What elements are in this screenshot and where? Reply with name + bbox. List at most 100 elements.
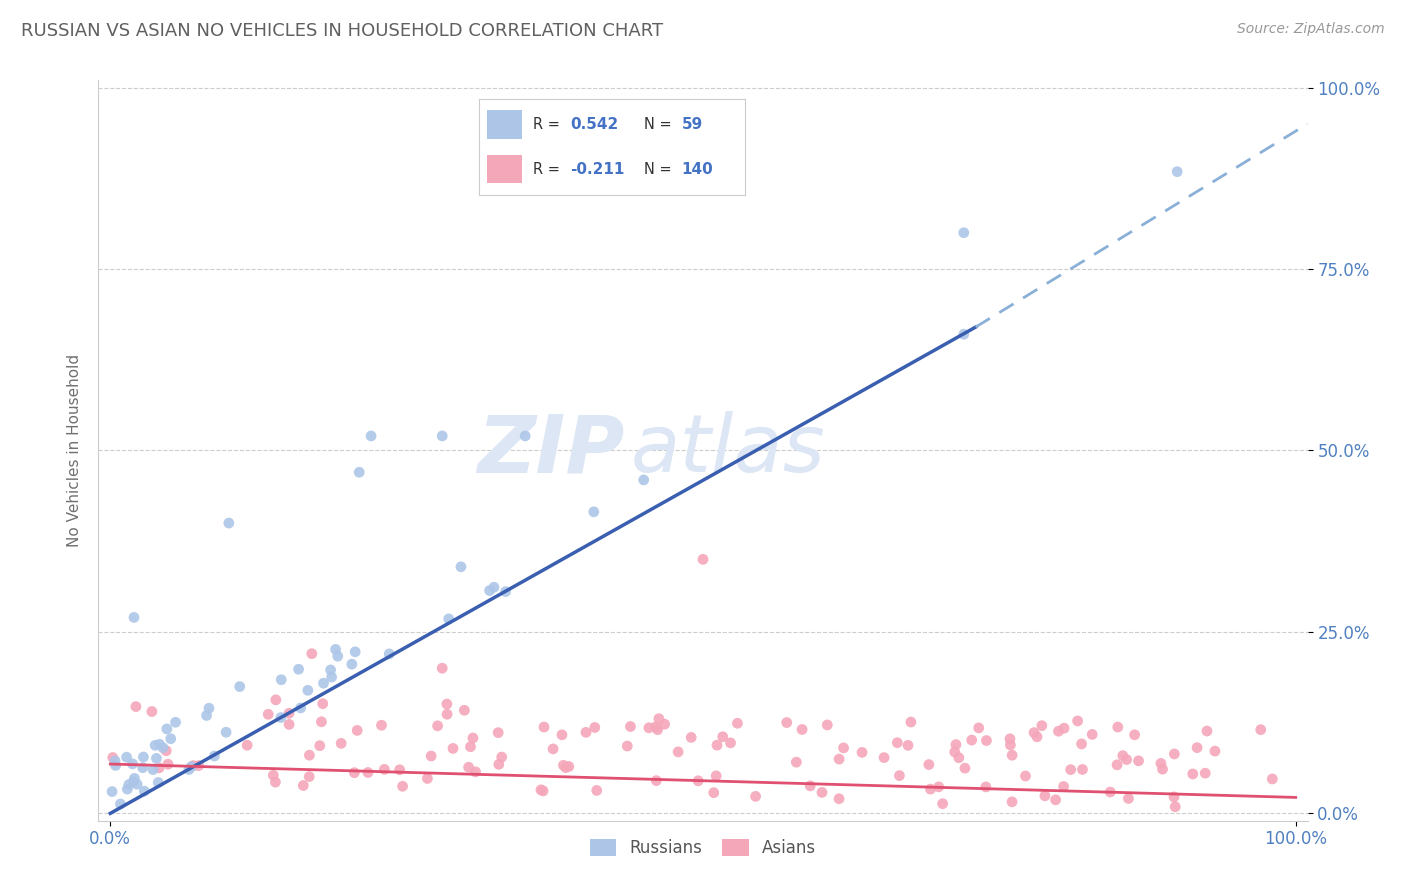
Point <box>298 770 321 784</box>
Point <box>308 739 330 753</box>
Point <box>264 775 287 789</box>
Point <box>1081 727 1104 741</box>
Point <box>370 718 392 732</box>
Point <box>1166 164 1188 178</box>
Point <box>321 670 343 684</box>
Point <box>815 718 838 732</box>
Point <box>952 327 974 342</box>
Point <box>155 744 177 758</box>
Point <box>104 758 127 772</box>
Point <box>785 755 807 769</box>
Point <box>952 226 974 240</box>
Point <box>886 736 908 750</box>
Point <box>1060 763 1083 777</box>
Point <box>1071 763 1094 777</box>
Point <box>851 746 873 760</box>
Point <box>124 772 146 786</box>
Point <box>776 715 799 730</box>
Point <box>388 763 411 777</box>
Point <box>270 710 292 724</box>
Point <box>148 737 170 751</box>
Point <box>264 693 287 707</box>
Point <box>1152 762 1174 776</box>
Point <box>1150 756 1173 771</box>
Point <box>583 721 606 735</box>
Point <box>638 721 661 735</box>
Point <box>1118 791 1140 805</box>
Point <box>967 721 990 735</box>
Point <box>744 789 766 804</box>
Point <box>644 720 666 734</box>
Point <box>257 707 280 722</box>
Point <box>889 768 911 782</box>
Point <box>262 768 284 782</box>
Point <box>558 759 581 773</box>
Point <box>432 661 454 675</box>
Point <box>541 742 564 756</box>
Point <box>619 719 641 733</box>
Point <box>416 772 439 786</box>
Point <box>436 697 458 711</box>
Point <box>533 720 555 734</box>
Point <box>122 775 145 789</box>
Point <box>215 725 238 739</box>
Point <box>1045 793 1067 807</box>
Point <box>437 612 460 626</box>
Point <box>177 763 200 777</box>
Point <box>554 761 576 775</box>
Point <box>900 714 922 729</box>
Point <box>575 725 598 739</box>
Point <box>478 583 501 598</box>
Y-axis label: No Vehicles in Household: No Vehicles in Household <box>66 354 82 547</box>
Point <box>828 752 851 766</box>
Point <box>703 786 725 800</box>
Point <box>531 784 554 798</box>
Point <box>457 760 479 774</box>
Point <box>727 716 749 731</box>
Point <box>1052 780 1074 794</box>
Point <box>312 676 335 690</box>
Point <box>152 740 174 755</box>
Point <box>297 683 319 698</box>
Point <box>343 765 366 780</box>
Point <box>647 723 669 737</box>
Point <box>1099 785 1122 799</box>
Point <box>720 736 742 750</box>
Point <box>1181 767 1204 781</box>
Point <box>134 784 156 798</box>
Point <box>688 773 710 788</box>
Point <box>1066 714 1088 728</box>
Point <box>298 748 321 763</box>
Point <box>180 760 202 774</box>
Point <box>799 779 821 793</box>
Point <box>1031 719 1053 733</box>
Point <box>131 761 153 775</box>
Point <box>159 731 181 746</box>
Point <box>346 723 368 738</box>
Point <box>325 642 347 657</box>
Point <box>1001 795 1024 809</box>
Point <box>110 797 132 811</box>
Point <box>873 750 896 764</box>
Point <box>441 741 464 756</box>
Point <box>790 723 813 737</box>
Point <box>360 429 382 443</box>
Point <box>236 738 259 752</box>
Point <box>998 731 1021 746</box>
Point <box>1112 748 1135 763</box>
Point <box>141 705 163 719</box>
Text: ZIP: ZIP <box>477 411 624 490</box>
Point <box>142 763 165 777</box>
Point <box>125 699 148 714</box>
Point <box>551 728 574 742</box>
Point <box>148 761 170 775</box>
Point <box>461 731 484 745</box>
Point <box>347 465 370 479</box>
Point <box>460 739 482 754</box>
Point <box>319 663 342 677</box>
Point <box>1123 728 1146 742</box>
Point <box>1261 772 1284 786</box>
Point <box>692 552 714 566</box>
Point <box>218 516 240 530</box>
Point <box>228 680 250 694</box>
